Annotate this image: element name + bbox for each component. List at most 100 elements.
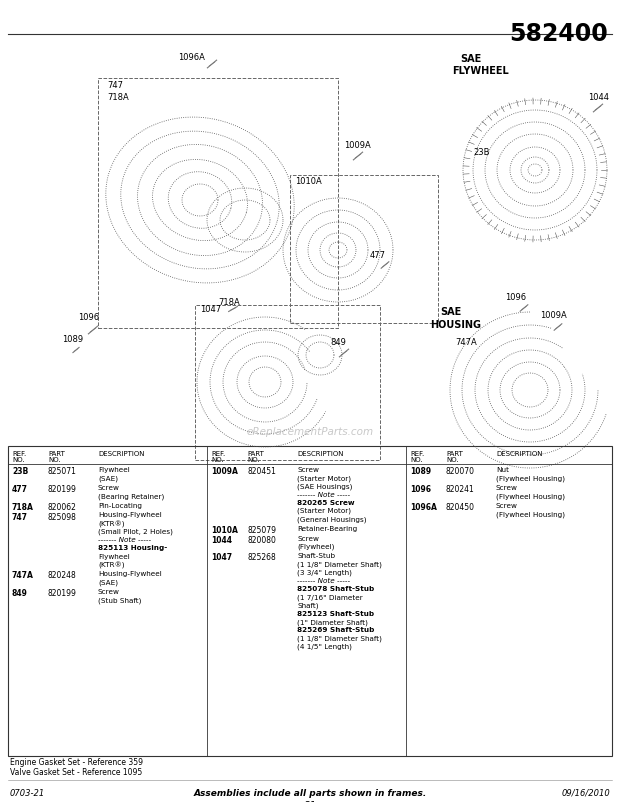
Text: 1047: 1047: [200, 305, 221, 314]
Text: (1 1/8" Diameter Shaft): (1 1/8" Diameter Shaft): [297, 561, 382, 568]
Text: 1096A: 1096A: [410, 503, 437, 512]
Text: 582400: 582400: [509, 22, 608, 46]
Text: (KTR®): (KTR®): [98, 520, 125, 528]
Text: (SAE): (SAE): [98, 580, 118, 586]
Text: (Stub Shaft): (Stub Shaft): [98, 597, 141, 604]
Text: SAE: SAE: [460, 54, 481, 64]
Text: (1 1/8" Diameter Shaft): (1 1/8" Diameter Shaft): [297, 635, 382, 642]
Text: Screw: Screw: [297, 467, 319, 473]
Text: FLYWHEEL: FLYWHEEL: [452, 66, 509, 76]
Text: 825269 Shaft-Stub: 825269 Shaft-Stub: [297, 627, 374, 634]
Text: 747: 747: [107, 81, 123, 90]
Text: 747: 747: [12, 512, 28, 521]
Text: (SAE): (SAE): [98, 476, 118, 482]
Text: Shaft): Shaft): [297, 602, 319, 610]
Text: (Flywheel Housing): (Flywheel Housing): [496, 493, 565, 500]
Text: (Flywheel): (Flywheel): [297, 544, 334, 550]
Text: 825098: 825098: [48, 512, 77, 521]
Text: (Starter Motor): (Starter Motor): [297, 508, 351, 515]
Text: NO.: NO.: [446, 457, 459, 463]
Text: 21: 21: [304, 801, 316, 802]
Text: 0703-21: 0703-21: [10, 788, 45, 797]
Text: 849: 849: [12, 589, 28, 598]
Text: DESCRIPTION: DESCRIPTION: [297, 451, 343, 457]
Text: 849: 849: [330, 338, 346, 347]
Text: eReplacementParts.com: eReplacementParts.com: [246, 427, 374, 437]
Text: (3 3/4" Length): (3 3/4" Length): [297, 570, 352, 577]
Text: 718A: 718A: [107, 93, 129, 102]
Text: PART: PART: [48, 451, 65, 457]
Text: 23B: 23B: [473, 148, 490, 157]
Text: 477: 477: [12, 485, 28, 494]
Text: ------- Note -----: ------- Note -----: [98, 537, 151, 543]
Text: NO.: NO.: [410, 457, 423, 463]
Text: 747A: 747A: [455, 338, 477, 347]
Text: Screw: Screw: [496, 503, 518, 508]
Text: (Small Pilot, 2 Holes): (Small Pilot, 2 Holes): [98, 529, 173, 536]
Text: 820199: 820199: [48, 485, 77, 494]
Text: REF.: REF.: [211, 451, 225, 457]
Text: 1096A: 1096A: [178, 53, 205, 62]
Text: (SAE Housings): (SAE Housings): [297, 484, 352, 490]
Text: 820080: 820080: [247, 536, 276, 545]
Text: 825079: 825079: [247, 526, 276, 535]
Text: 1089: 1089: [62, 335, 83, 344]
Text: 1009A: 1009A: [344, 141, 371, 150]
Text: 1010A: 1010A: [211, 526, 238, 535]
Text: 820062: 820062: [48, 503, 77, 512]
Text: 1044: 1044: [588, 93, 609, 102]
Text: (General Housings): (General Housings): [297, 516, 366, 523]
Text: 820248: 820248: [48, 571, 77, 581]
Text: 1044: 1044: [211, 536, 232, 545]
Bar: [98, 78, 338, 328]
Text: 09/16/2010: 09/16/2010: [561, 788, 610, 797]
Text: Screw: Screw: [496, 485, 518, 491]
Text: (Flywheel Housing): (Flywheel Housing): [496, 511, 565, 517]
Text: Pin-Locating: Pin-Locating: [98, 503, 142, 508]
Text: 718A: 718A: [218, 298, 240, 307]
Text: Shaft-Stub: Shaft-Stub: [297, 553, 335, 560]
Text: Screw: Screw: [98, 485, 120, 491]
Text: PART: PART: [446, 451, 463, 457]
Text: 718A: 718A: [12, 503, 34, 512]
Text: 825078 Shaft-Stub: 825078 Shaft-Stub: [297, 586, 374, 593]
Text: Flywheel: Flywheel: [98, 467, 130, 473]
Text: Engine Gasket Set - Reference 359: Engine Gasket Set - Reference 359: [10, 758, 143, 767]
Text: 820199: 820199: [48, 589, 77, 598]
Text: 820265 Screw: 820265 Screw: [297, 500, 355, 506]
Text: 1096: 1096: [505, 293, 526, 302]
Text: Housing-Flywheel: Housing-Flywheel: [98, 512, 162, 519]
Bar: [8, 446, 612, 756]
Text: Nut: Nut: [496, 467, 509, 473]
Text: (1" Diameter Shaft): (1" Diameter Shaft): [297, 619, 368, 626]
Bar: [290, 175, 438, 323]
Text: NO.: NO.: [247, 457, 260, 463]
Text: (Flywheel Housing): (Flywheel Housing): [496, 476, 565, 482]
Text: REF.: REF.: [12, 451, 26, 457]
Text: Screw: Screw: [98, 589, 120, 595]
Text: NO.: NO.: [48, 457, 61, 463]
Text: Retainer-Bearing: Retainer-Bearing: [297, 526, 357, 532]
Text: 1089: 1089: [410, 467, 431, 476]
Text: (Bearing Retainer): (Bearing Retainer): [98, 493, 164, 500]
Text: 1096: 1096: [78, 313, 99, 322]
Text: Flywheel: Flywheel: [98, 553, 130, 560]
Text: (Starter Motor): (Starter Motor): [297, 476, 351, 482]
Text: 1047: 1047: [211, 553, 232, 562]
Text: DESCRIPTION: DESCRIPTION: [98, 451, 144, 457]
Text: 825071: 825071: [48, 467, 77, 476]
Text: 820070: 820070: [446, 467, 475, 476]
Text: PART: PART: [247, 451, 264, 457]
Text: REF.: REF.: [410, 451, 424, 457]
Text: 1096: 1096: [410, 485, 431, 494]
Text: (KTR®): (KTR®): [98, 561, 125, 569]
Text: ------- Note -----: ------- Note -----: [297, 492, 350, 497]
Text: ------- Note -----: ------- Note -----: [297, 578, 350, 584]
Text: (4 1/5" Length): (4 1/5" Length): [297, 644, 352, 650]
Text: 825123 Shaft-Stub: 825123 Shaft-Stub: [297, 611, 374, 617]
Text: 820450: 820450: [446, 503, 475, 512]
Text: 825268: 825268: [247, 553, 276, 562]
Text: 1009A: 1009A: [211, 467, 238, 476]
Text: NO.: NO.: [211, 457, 224, 463]
Text: Housing-Flywheel: Housing-Flywheel: [98, 571, 162, 577]
